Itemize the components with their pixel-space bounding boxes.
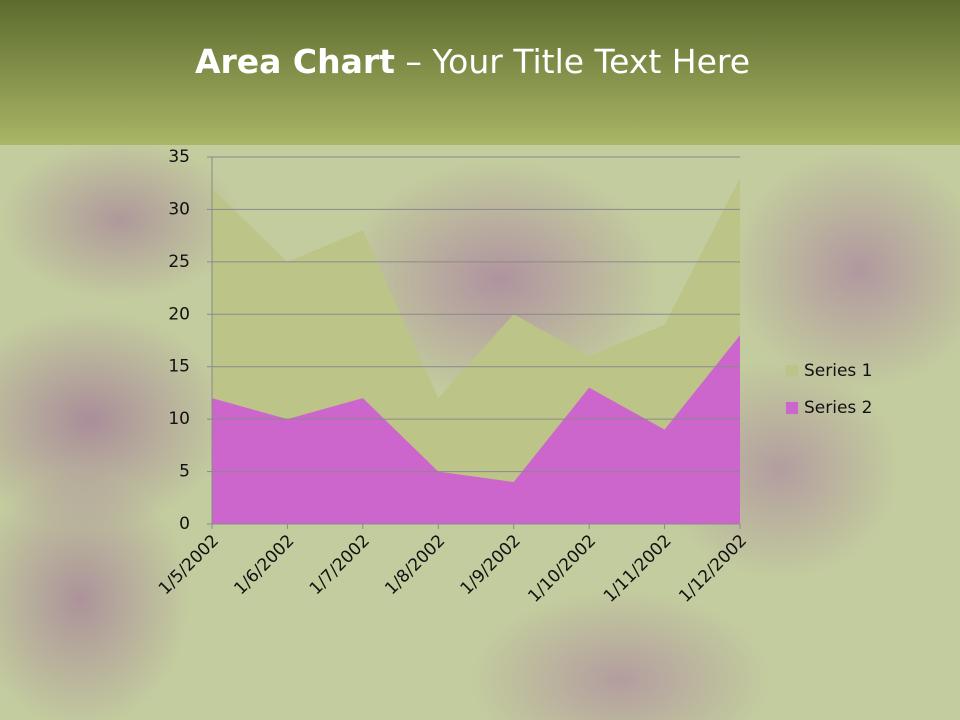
y-tick-label: 30 (168, 199, 190, 219)
x-tick-label: 1/10/2002 (524, 531, 600, 607)
y-tick-label: 25 (168, 252, 190, 272)
y-tick-label: 15 (168, 357, 190, 377)
x-tick-label: 1/12/2002 (675, 531, 751, 607)
y-tick-label: 10 (168, 409, 190, 429)
x-tick-label: 1/8/2002 (381, 531, 449, 599)
y-tick-label: 20 (168, 304, 190, 324)
title-rest: – Your Title Text Here (405, 42, 751, 81)
legend-swatch (786, 402, 798, 414)
x-tick-label: 1/6/2002 (230, 531, 298, 599)
y-tick-label: 5 (179, 462, 190, 482)
legend-label: Series 2 (804, 398, 873, 418)
x-tick-label: 1/5/2002 (155, 531, 223, 599)
slide-title: Area Chart – Your Title Text Here (0, 42, 945, 81)
x-tick-label: 1/9/2002 (457, 531, 525, 599)
area (212, 335, 740, 524)
header-band (0, 0, 960, 145)
y-tick-label: 0 (179, 514, 190, 534)
title-bold: Area Chart (194, 42, 395, 81)
legend-label: Series 1 (804, 361, 873, 381)
legend-swatch (786, 365, 798, 377)
y-tick-label: 35 (168, 147, 190, 167)
x-tick-label: 1/7/2002 (306, 531, 374, 599)
x-tick-label: 1/11/2002 (600, 531, 676, 607)
